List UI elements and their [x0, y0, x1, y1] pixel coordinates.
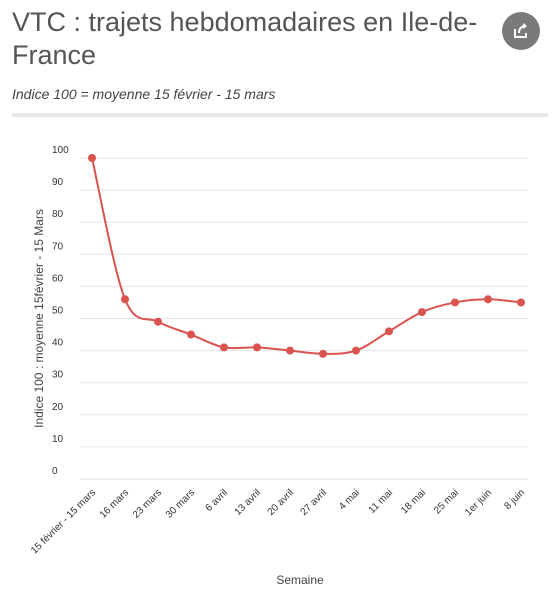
data-point[interactable] [385, 327, 393, 336]
x-axis-label: Semaine [276, 573, 324, 587]
data-point[interactable] [253, 343, 261, 352]
x-tick-label: 30 mars [164, 487, 197, 520]
data-point[interactable] [451, 298, 459, 307]
data-point[interactable] [220, 343, 228, 352]
x-tick-label: 25 mai [432, 487, 461, 516]
x-tick-label: 11 mai [367, 487, 395, 515]
data-point[interactable] [418, 308, 426, 317]
data-point[interactable] [286, 346, 294, 355]
header-divider [12, 113, 548, 117]
y-tick-label: 90 [52, 177, 64, 188]
data-point[interactable] [154, 317, 162, 326]
y-tick-label: 70 [52, 241, 64, 252]
line-chart: 0 10 20 30 40 50 60 70 80 90 100 15 février - 15 m… [29, 145, 528, 587]
y-axis-label: Indice 100 : moyenne 15février - 15 Mars [32, 209, 46, 428]
y-tick-label: 50 [52, 306, 64, 317]
series-points [88, 154, 525, 358]
share-icon [514, 23, 527, 38]
data-point[interactable] [121, 295, 129, 304]
y-tick-labels: 0 10 20 30 40 50 60 70 80 90 100 [52, 145, 69, 477]
x-tick-label: 15 février - 15 mars [29, 487, 98, 556]
data-point[interactable] [484, 295, 492, 304]
page-title: VTC : trajets hebdomadaires en Ile-de-Fr… [12, 7, 478, 70]
data-point[interactable] [187, 330, 195, 339]
x-tick-labels: 15 février - 15 mars 16 mars 23 mars 30 mar… [29, 487, 527, 556]
data-point[interactable] [319, 349, 327, 358]
share-button[interactable] [502, 12, 540, 50]
y-tick-label: 80 [52, 209, 64, 220]
x-tick-label: 13 avril [233, 487, 264, 518]
y-tick-label: 10 [52, 434, 64, 445]
x-tick-label: 8 juin [502, 487, 527, 512]
y-tick-label: 100 [52, 145, 69, 156]
x-tick-label: 27 avril [299, 487, 330, 518]
x-tick-label: 16 mars [98, 487, 131, 520]
x-tick-label: 1er juin [463, 487, 494, 518]
grid-lines [80, 157, 528, 480]
x-tick-label: 6 avril [203, 487, 230, 514]
y-tick-label: 40 [52, 338, 64, 349]
x-tick-label: 23 mars [131, 487, 164, 520]
data-point[interactable] [352, 346, 360, 355]
series-line [91, 157, 522, 355]
chart-subtitle: Indice 100 = moyenne 15 février - 15 mar… [12, 86, 276, 102]
x-tick-label: 4 mai [337, 487, 362, 512]
y-tick-label: 0 [52, 466, 58, 477]
x-tick-label: 18 mai [399, 487, 428, 516]
y-tick-label: 20 [52, 402, 64, 413]
data-point[interactable] [88, 154, 96, 162]
x-tick-label: 20 avril [266, 487, 297, 518]
y-tick-label: 60 [52, 273, 64, 284]
y-tick-label: 30 [52, 370, 64, 381]
data-point[interactable] [517, 298, 525, 307]
